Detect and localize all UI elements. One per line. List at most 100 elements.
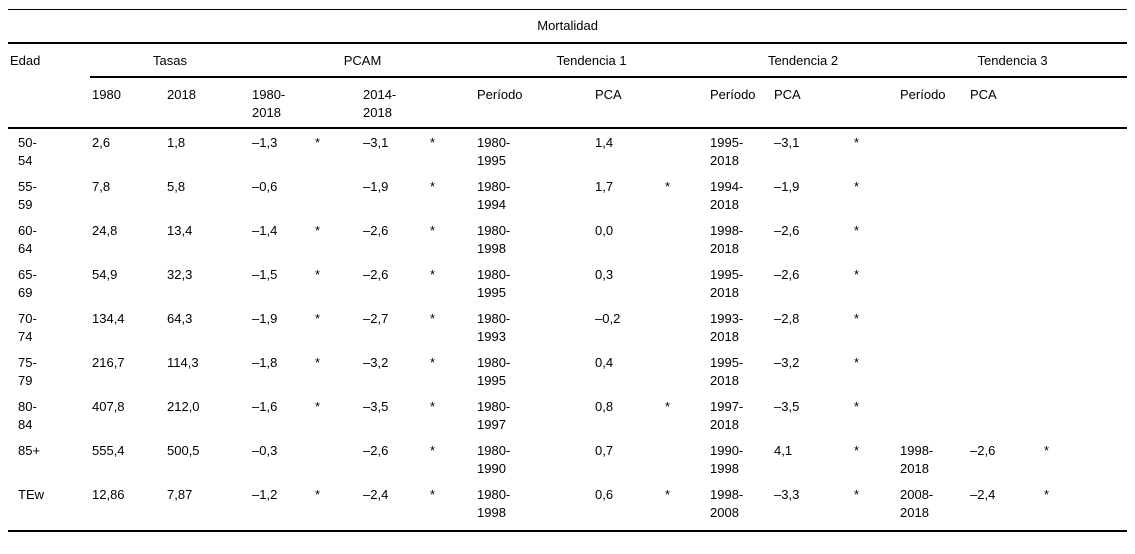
cell-tendencia3-periodo bbox=[898, 217, 968, 261]
cell-tendencia2-pca: –2,6 bbox=[774, 267, 800, 282]
cell-pcam-1980-2018-sig: * bbox=[315, 355, 321, 370]
cell-tendencia3-periodo bbox=[898, 261, 968, 305]
cell-tendencia2-sig: * bbox=[854, 267, 860, 282]
table-header: Mortalidad Edad Tasas PCAM Tendencia 1 T… bbox=[8, 9, 1128, 129]
cell-pcam-1980-2018: –1,8 bbox=[252, 355, 278, 370]
cell-edad: 65- 69 bbox=[18, 267, 37, 300]
cell-tendencia1-periodo: 1980- 1995 bbox=[477, 267, 511, 300]
col-header-tendencia2-sig bbox=[852, 77, 898, 129]
table-row: 65- 69 54,9 32,3 –1,5 * –2,6 * 1980- 1995 0,3 199… bbox=[8, 261, 1127, 305]
cell-tendencia2-pca: –2,8 bbox=[774, 311, 800, 326]
col-header-tendencia1-pca: PCA bbox=[593, 77, 663, 129]
cell-pcam-2014-2018-sig: * bbox=[430, 135, 436, 150]
cell-tendencia3-sig bbox=[1042, 393, 1127, 437]
cell-tendencia3-pca bbox=[968, 217, 1042, 261]
cell-tendencia1-periodo: 1980- 1995 bbox=[477, 135, 511, 168]
cell-pcam-1980-2018-sig: * bbox=[315, 311, 321, 326]
cell-tendencia3-periodo bbox=[898, 128, 968, 173]
cell-tendencia1-sig: * bbox=[663, 481, 708, 532]
cell-tendencia2-pca: –3,3 bbox=[772, 481, 852, 532]
table-row: 55- 59 7,8 5,8 –0,6 –1,9 * 1980- 1994 1,7 * 1994-… bbox=[8, 173, 1127, 217]
cell-tendencia1-pca: 1,7 bbox=[595, 179, 614, 194]
cell-tendencia1-periodo: 1980- 1994 bbox=[477, 179, 511, 212]
cell-tendencia1-sig: * bbox=[665, 399, 671, 414]
cell-edad: 80- 84 bbox=[18, 399, 37, 432]
col-header-tendencia1-sig bbox=[663, 77, 708, 129]
cell-tasa-1980: 134,4 bbox=[92, 311, 125, 326]
cell-edad: 85+ bbox=[18, 443, 41, 458]
group-header-tendencia-2: Tendencia 2 bbox=[708, 43, 898, 78]
cell-tasa-2018: 5,8 bbox=[167, 179, 186, 194]
table-row: 70- 74 134,4 64,3 –1,9 * –2,7 * 1980- 1993 –0,2 1… bbox=[8, 305, 1127, 349]
cell-tendencia2-pca: –1,9 bbox=[774, 179, 800, 194]
cell-tendencia1-pca: –0,2 bbox=[595, 311, 621, 326]
cell-tasa-1980: 2,6 bbox=[92, 135, 111, 150]
cell-tendencia1-periodo: 1980- 1998 bbox=[477, 223, 511, 256]
table-row: TEw 12,86 7,87 –1,2 * –2,4 * 1980- 1998 0,6 * 1998… bbox=[8, 481, 1128, 532]
cell-pcam-1980-2018: –0,3 bbox=[252, 443, 278, 458]
cell-tasa-1980: 24,8 bbox=[92, 223, 118, 238]
cell-pcam-1980-2018: –1,2 bbox=[250, 481, 313, 532]
cell-tendencia3-sig bbox=[1042, 217, 1127, 261]
cell-edad: TEw bbox=[8, 481, 90, 532]
cell-tendencia1-pca: 0,3 bbox=[595, 267, 614, 282]
cell-tendencia2-sig: * bbox=[854, 135, 860, 150]
table-row: 75- 79 216,7 114,3 –1,8 * –3,2 * 1980- 1995 0,4 1… bbox=[8, 349, 1127, 393]
mortality-table: Mortalidad Edad Tasas PCAM Tendencia 1 T… bbox=[8, 9, 1128, 532]
cell-pcam-1980-2018: –1,3 bbox=[252, 135, 278, 150]
cell-pcam-1980-2018: –1,9 bbox=[252, 311, 278, 326]
cell-pcam-2014-2018-sig: * bbox=[430, 179, 436, 194]
group-header-tendencia-3: Tendencia 3 bbox=[898, 43, 1128, 78]
cell-pcam-1980-2018: –1,5 bbox=[252, 267, 278, 282]
cell-pcam-1980-2018-sig bbox=[313, 173, 361, 217]
cell-tendencia2-sig: * bbox=[854, 179, 860, 194]
cell-tasa-1980: 54,9 bbox=[92, 267, 118, 282]
cell-tendencia2-sig: * bbox=[854, 223, 860, 238]
cell-pcam-2014-2018: –3,1 bbox=[363, 135, 389, 150]
cell-tasa-2018: 13,4 bbox=[167, 223, 193, 238]
col-header-tendencia2-pca: PCA bbox=[772, 77, 852, 129]
cell-tendencia1-sig bbox=[663, 437, 708, 481]
col-header-pcam-2014-2018: 2014- 2018 bbox=[361, 77, 428, 129]
cell-tasa-2018: 500,5 bbox=[167, 443, 200, 458]
cell-tasa-1980: 555,4 bbox=[92, 443, 125, 458]
cell-tendencia3-pca: –2,4 bbox=[968, 481, 1042, 532]
cell-tendencia1-pca: 0,7 bbox=[595, 443, 614, 458]
cell-tendencia2-periodo: 1993- 2018 bbox=[710, 311, 744, 344]
cell-tendencia1-sig bbox=[663, 217, 708, 261]
col-header-tasa-1980: 1980 bbox=[90, 77, 165, 129]
cell-tendencia3-periodo bbox=[898, 349, 968, 393]
col-header-tendencia2-periodo: Período bbox=[708, 77, 772, 129]
cell-edad: 75- 79 bbox=[18, 355, 37, 388]
cell-pcam-1980-2018-sig: * bbox=[313, 481, 361, 532]
cell-tendencia2-sig: * bbox=[854, 399, 860, 414]
cell-edad: 60- 64 bbox=[18, 223, 37, 256]
cell-tendencia1-pca: 0,8 bbox=[595, 399, 614, 414]
cell-tendencia3-pca bbox=[968, 393, 1042, 437]
cell-tendencia2-sig: * bbox=[854, 311, 860, 326]
table-body: 50- 54 2,6 1,8 –1,3 * –3,1 * 1980- 1995 1,4 1995-… bbox=[8, 128, 1128, 532]
cell-tasa-1980: 12,86 bbox=[90, 481, 165, 532]
cell-pcam-2014-2018-sig: * bbox=[430, 267, 436, 282]
group-header-row: Edad Tasas PCAM Tendencia 1 Tendencia 2 … bbox=[8, 43, 1128, 129]
cell-pcam-2014-2018: –2,6 bbox=[363, 267, 389, 282]
cell-pcam-1980-2018-sig: * bbox=[315, 223, 321, 238]
cell-tendencia2-periodo: 1998- 2008 bbox=[708, 481, 772, 532]
cell-tendencia3-sig bbox=[1042, 128, 1127, 173]
cell-pcam-2014-2018: –1,9 bbox=[363, 179, 389, 194]
cell-tendencia1-periodo: 1980- 1990 bbox=[477, 443, 511, 476]
cell-edad: 50- 54 bbox=[18, 135, 37, 168]
cell-tendencia3-pca bbox=[968, 173, 1042, 217]
cell-tendencia2-sig: * bbox=[852, 481, 898, 532]
cell-pcam-1980-2018: –1,4 bbox=[252, 223, 278, 238]
cell-tasa-1980: 7,8 bbox=[92, 179, 111, 194]
cell-tendencia2-periodo: 1994- 2018 bbox=[710, 179, 744, 212]
group-header-tendencia-1: Tendencia 1 bbox=[475, 43, 708, 78]
cell-tendencia1-pca: 0,0 bbox=[595, 223, 614, 238]
cell-pcam-2014-2018-sig: * bbox=[428, 481, 475, 532]
cell-tasa-2018: 64,3 bbox=[167, 311, 193, 326]
cell-tendencia3-sig bbox=[1042, 173, 1127, 217]
cell-tendencia3-periodo bbox=[898, 305, 968, 349]
col-header-tendencia3-sig bbox=[1042, 77, 1128, 129]
cell-pcam-1980-2018: –1,6 bbox=[252, 399, 278, 414]
